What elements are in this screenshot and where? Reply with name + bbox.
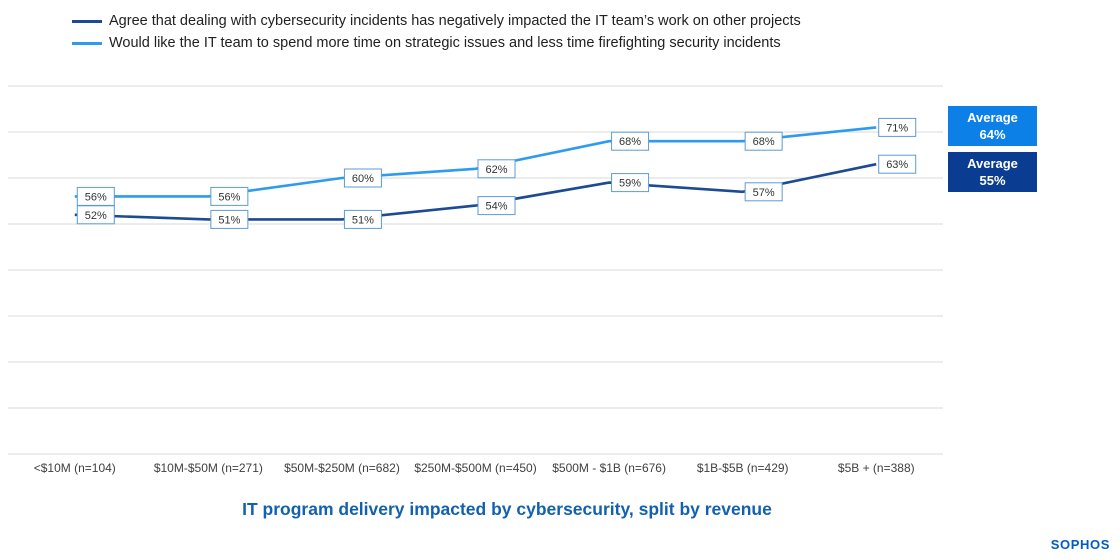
data-label-box	[744, 182, 783, 202]
average-badge-light-series: Average 64%	[948, 106, 1037, 146]
data-label-box	[878, 154, 917, 174]
legend-swatch-dark-line	[72, 19, 102, 23]
average-label: Average	[967, 156, 1018, 171]
average-value: 55%	[979, 173, 1006, 188]
legend-swatch-light-line	[72, 41, 102, 45]
category-label: $500M - $1B (n=676)	[552, 461, 666, 475]
legend-label-strategic-time: Would like the IT team to spend more tim…	[109, 35, 781, 51]
category-label: $1B-$5B (n=429)	[696, 461, 789, 475]
data-label: 62%	[485, 164, 507, 176]
category-label: $5B + (n=388)	[837, 461, 915, 475]
data-label-box	[878, 117, 917, 137]
data-label-box	[611, 131, 650, 151]
legend-item-negative-impact: Agree that dealing with cybersecurity in…	[72, 10, 801, 32]
data-label-box	[477, 159, 516, 179]
data-label-box	[744, 131, 783, 151]
category-label: $250M-$500M (n=450)	[414, 461, 537, 475]
data-label-box	[343, 168, 382, 188]
data-label: 51%	[352, 214, 374, 226]
data-label: 68%	[753, 136, 775, 148]
data-label-box	[210, 186, 249, 206]
data-label: 56%	[218, 191, 240, 203]
data-label: 56%	[85, 191, 107, 203]
average-badge-dark-series: Average 55%	[948, 152, 1037, 192]
data-label-box	[210, 209, 249, 229]
series-line-1	[74, 126, 877, 198]
data-label: 51%	[218, 214, 240, 226]
category-label: $10M-$50M (n=271)	[153, 461, 263, 475]
data-label: 60%	[352, 173, 374, 185]
sophos-logo: SOPHOS	[1050, 537, 1110, 552]
data-label-box	[76, 186, 115, 206]
data-label: 63%	[886, 159, 908, 171]
x-axis-category-labels: <$10M (n=104) $10M-$50M (n=271) $50M-$250M…	[8, 461, 943, 475]
average-label: Average	[967, 110, 1018, 125]
data-label: 57%	[753, 187, 775, 199]
data-label: 68%	[619, 136, 641, 148]
chart-title: IT program delivery impacted by cybersec…	[242, 499, 772, 519]
chart-legend: Agree that dealing with cybersecurity in…	[72, 10, 801, 54]
legend-item-strategic-time: Would like the IT team to spend more tim…	[72, 32, 801, 54]
data-label: 52%	[85, 210, 107, 222]
data-label: 54%	[485, 201, 507, 213]
data-label-box	[611, 173, 650, 193]
line-chart: 52% 51% 51% 54% 59% 57% 63% 56% 56% 60% 62% 68% 68% 7…	[8, 85, 943, 455]
category-label: $50M-$250M (n=682)	[284, 461, 400, 475]
data-label: 59%	[619, 178, 641, 190]
series-line-0	[74, 162, 877, 221]
average-value: 64%	[979, 127, 1006, 142]
legend-label-negative-impact: Agree that dealing with cybersecurity in…	[109, 13, 801, 29]
category-label: <$10M (n=104)	[33, 461, 116, 475]
data-label-box	[343, 209, 382, 229]
data-label-box	[477, 196, 516, 216]
data-label: 71%	[886, 122, 908, 134]
